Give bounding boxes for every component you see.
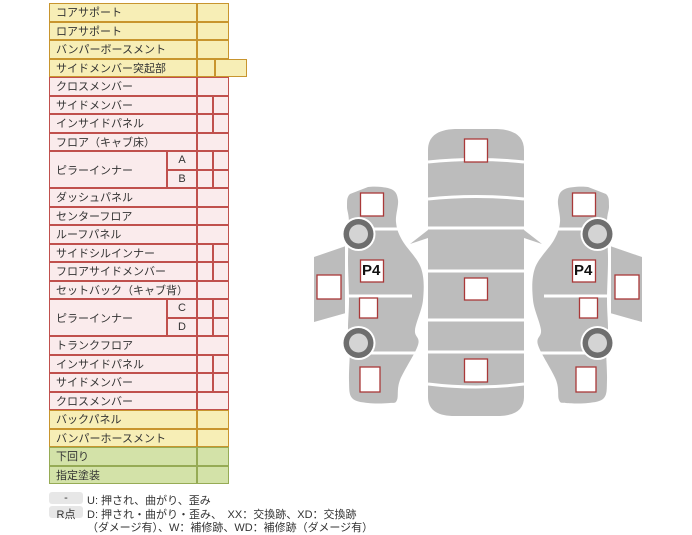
svg-text:P4: P4 [362,262,381,279]
svg-text:P4: P4 [574,262,593,279]
